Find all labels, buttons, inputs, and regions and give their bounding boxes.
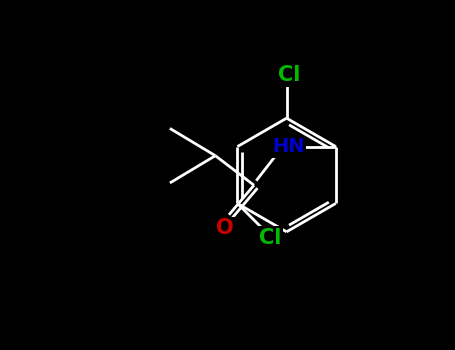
Text: Cl: Cl xyxy=(259,228,282,247)
Text: HN: HN xyxy=(272,137,304,156)
Text: O: O xyxy=(216,218,233,238)
Text: Cl: Cl xyxy=(278,65,300,85)
